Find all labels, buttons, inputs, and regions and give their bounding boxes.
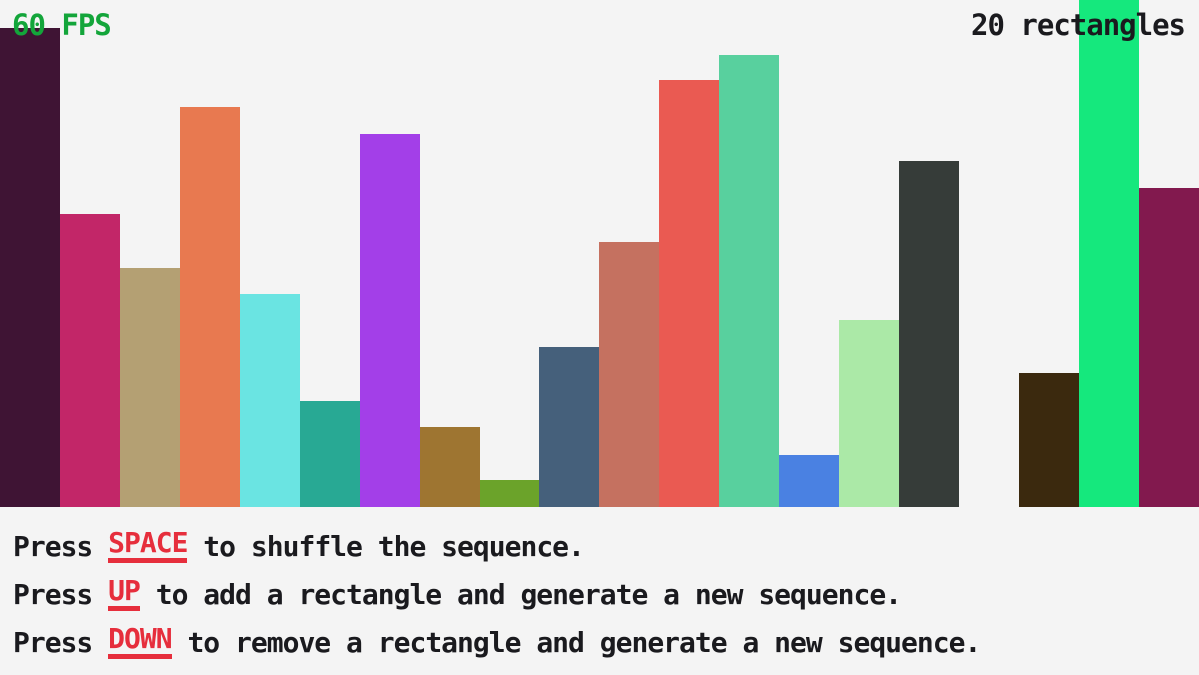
rectangle-count-label: 20 rectangles <box>971 8 1186 42</box>
rectangle-17 <box>959 0 1019 507</box>
key-down: DOWN <box>108 625 173 659</box>
rectangle-8 <box>419 427 480 507</box>
instruction-prefix: Press <box>13 529 109 563</box>
instructions-panel: Press SPACE to shuffle the sequence. Pre… <box>13 522 981 666</box>
instruction-prefix: Press <box>13 625 109 659</box>
instruction-suffix: to add a rectangle and generate a new se… <box>139 577 902 611</box>
rectangle-15 <box>839 320 900 507</box>
instruction-prefix: Press <box>13 577 109 611</box>
bars-canvas[interactable] <box>0 0 1199 507</box>
rectangle-9 <box>479 480 540 507</box>
rectangle-6 <box>299 401 360 507</box>
instruction-suffix: to remove a rectangle and generate a new… <box>171 625 981 659</box>
rectangle-19 <box>1078 0 1139 507</box>
key-up: UP <box>108 577 141 611</box>
rectangle-12 <box>659 80 720 507</box>
rectangle-3 <box>119 268 180 507</box>
fps-counter: 60 FPS <box>12 8 112 42</box>
rectangle-13 <box>719 55 780 507</box>
rectangle-16 <box>899 161 959 507</box>
rectangle-14 <box>779 455 840 507</box>
rectangle-1 <box>0 28 60 507</box>
key-space: SPACE <box>108 529 188 563</box>
rectangle-11 <box>599 242 660 507</box>
rectangle-5 <box>239 294 300 507</box>
rectangle-7 <box>359 134 420 507</box>
rectangle-18 <box>1018 373 1079 507</box>
rectangle-20 <box>1138 188 1199 507</box>
instruction-shuffle: Press SPACE to shuffle the sequence. <box>13 522 980 570</box>
rectangle-10 <box>539 347 600 507</box>
instruction-remove: Press DOWN to remove a rectangle and gen… <box>13 618 981 666</box>
instruction-add: Press UP to add a rectangle and generate… <box>13 570 980 618</box>
rectangle-4 <box>179 107 240 507</box>
instruction-suffix: to shuffle the sequence. <box>187 529 585 563</box>
rectangle-2 <box>59 214 120 507</box>
